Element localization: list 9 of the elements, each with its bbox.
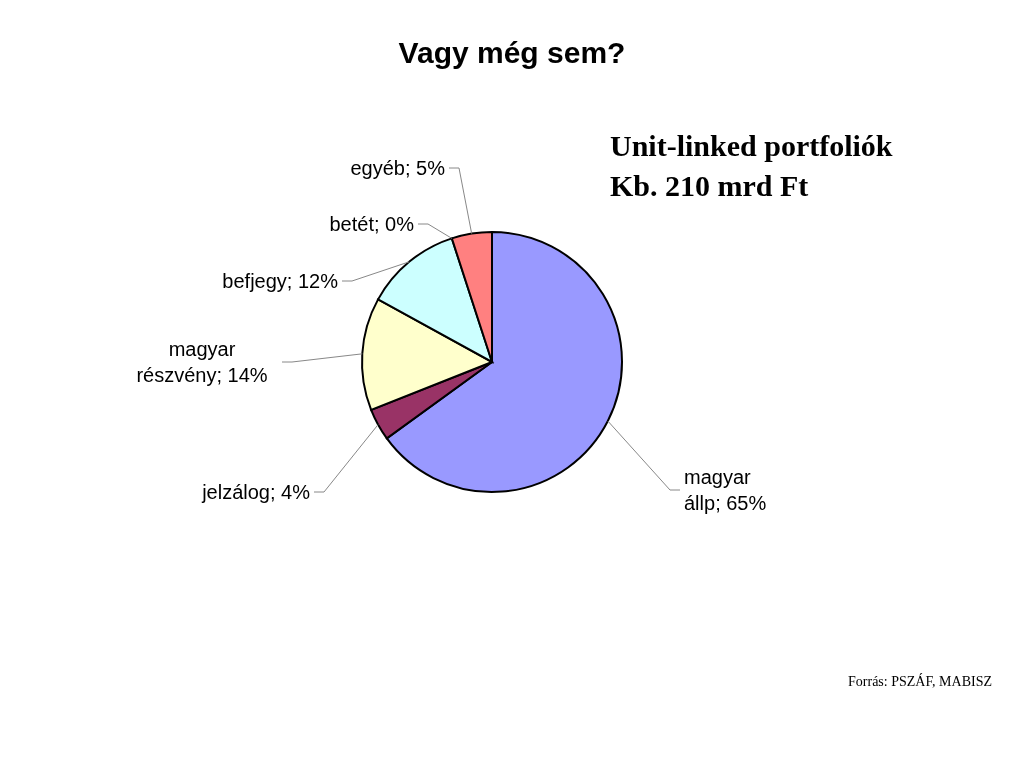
slice-label: befjegy; 12% bbox=[222, 270, 339, 292]
chart-title: Vagy még sem? bbox=[397, 36, 627, 70]
slice-label: magyar állp; 65% bbox=[684, 466, 767, 514]
slice-label: egyéb; 5% bbox=[350, 157, 446, 179]
legend-label: betét; 0% bbox=[329, 213, 415, 235]
slice-label: magyar részvény; 14% bbox=[136, 338, 268, 386]
slice-label: jelzálog; 4% bbox=[201, 481, 311, 503]
text: Forrás: PSZÁF, MABISZ bbox=[848, 674, 992, 690]
chart-subtitle: Unit-linked portfoliók Kb. 210 mrd Ft bbox=[610, 128, 893, 204]
